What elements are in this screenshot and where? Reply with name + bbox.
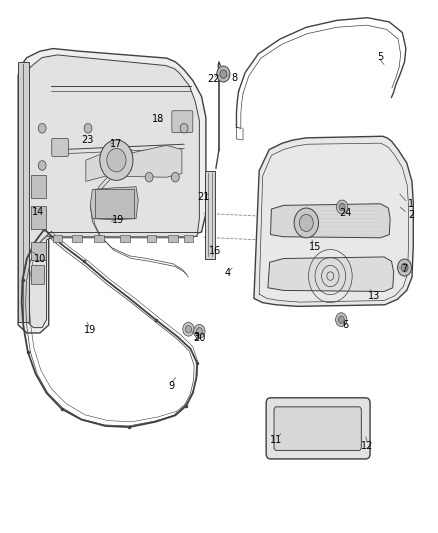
Polygon shape xyxy=(205,171,215,259)
Polygon shape xyxy=(25,55,199,328)
FancyBboxPatch shape xyxy=(147,235,156,242)
Polygon shape xyxy=(254,136,413,306)
Text: 7: 7 xyxy=(402,264,408,274)
Text: 21: 21 xyxy=(198,192,210,203)
Polygon shape xyxy=(86,146,182,181)
Circle shape xyxy=(294,208,318,238)
Polygon shape xyxy=(271,204,390,238)
Circle shape xyxy=(107,149,126,172)
FancyBboxPatch shape xyxy=(120,235,130,242)
Circle shape xyxy=(185,326,191,333)
Text: 15: 15 xyxy=(309,242,321,252)
Text: 5: 5 xyxy=(378,52,384,61)
FancyBboxPatch shape xyxy=(274,407,361,450)
Text: 4: 4 xyxy=(225,268,231,278)
Text: 8: 8 xyxy=(231,73,237,83)
FancyBboxPatch shape xyxy=(31,206,46,229)
Text: 19: 19 xyxy=(112,215,124,225)
Circle shape xyxy=(38,124,46,133)
FancyBboxPatch shape xyxy=(72,235,82,242)
Text: 23: 23 xyxy=(81,135,93,145)
Circle shape xyxy=(336,313,347,327)
Text: 16: 16 xyxy=(208,246,221,255)
Text: 19: 19 xyxy=(84,325,96,335)
Polygon shape xyxy=(18,49,206,333)
Text: 9: 9 xyxy=(168,381,174,391)
Text: 1: 1 xyxy=(408,199,414,209)
Text: 22: 22 xyxy=(208,75,220,84)
Circle shape xyxy=(336,200,348,214)
Text: 3: 3 xyxy=(193,332,199,342)
Text: 2: 2 xyxy=(408,210,414,220)
Circle shape xyxy=(100,140,133,180)
FancyBboxPatch shape xyxy=(52,139,68,157)
FancyBboxPatch shape xyxy=(266,398,370,459)
Circle shape xyxy=(398,259,412,276)
Circle shape xyxy=(38,161,46,170)
FancyBboxPatch shape xyxy=(184,235,193,242)
Circle shape xyxy=(84,124,92,133)
Text: 11: 11 xyxy=(270,435,282,446)
FancyBboxPatch shape xyxy=(31,241,46,260)
Text: 17: 17 xyxy=(110,139,123,149)
Polygon shape xyxy=(18,62,29,322)
Circle shape xyxy=(194,325,205,338)
Text: 10: 10 xyxy=(34,254,46,263)
Circle shape xyxy=(339,203,345,211)
Polygon shape xyxy=(268,257,394,292)
Polygon shape xyxy=(90,187,138,220)
Circle shape xyxy=(401,263,408,272)
Circle shape xyxy=(145,172,153,182)
Circle shape xyxy=(183,322,194,336)
FancyBboxPatch shape xyxy=(94,235,104,242)
Circle shape xyxy=(196,328,202,335)
Circle shape xyxy=(220,70,227,78)
Circle shape xyxy=(217,66,230,82)
Circle shape xyxy=(180,124,188,133)
Text: 18: 18 xyxy=(152,114,164,124)
FancyBboxPatch shape xyxy=(168,235,178,242)
Circle shape xyxy=(338,316,344,324)
FancyBboxPatch shape xyxy=(31,265,44,284)
Text: 6: 6 xyxy=(343,320,349,330)
Text: 13: 13 xyxy=(368,290,380,301)
FancyBboxPatch shape xyxy=(31,175,46,198)
Text: 14: 14 xyxy=(32,207,44,217)
Circle shape xyxy=(171,172,179,182)
Text: 20: 20 xyxy=(193,333,205,343)
Text: 12: 12 xyxy=(361,441,374,451)
FancyBboxPatch shape xyxy=(53,235,62,242)
Text: 24: 24 xyxy=(339,208,352,219)
FancyBboxPatch shape xyxy=(95,189,134,217)
Circle shape xyxy=(299,214,313,231)
FancyBboxPatch shape xyxy=(172,111,193,133)
